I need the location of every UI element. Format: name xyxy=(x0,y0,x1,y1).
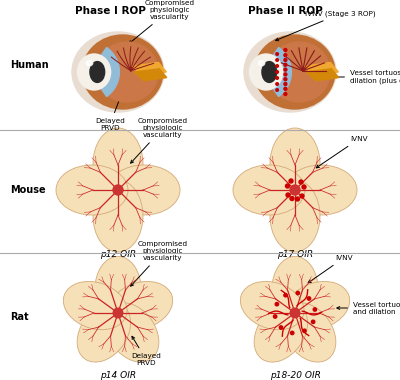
Text: Vessel tortuosity and
dilation (plus disease): Vessel tortuosity and dilation (plus dis… xyxy=(330,70,400,84)
Text: p12 OIR: p12 OIR xyxy=(100,250,136,259)
Text: Mouse: Mouse xyxy=(10,185,46,195)
Ellipse shape xyxy=(258,60,265,66)
Circle shape xyxy=(276,77,278,79)
Polygon shape xyxy=(306,69,339,81)
Ellipse shape xyxy=(77,303,131,362)
Ellipse shape xyxy=(86,60,93,66)
Wedge shape xyxy=(269,48,291,97)
Circle shape xyxy=(113,308,123,318)
Wedge shape xyxy=(97,48,119,97)
Circle shape xyxy=(286,184,290,188)
Text: IVNV: IVNV xyxy=(308,255,353,283)
Circle shape xyxy=(286,193,290,197)
Circle shape xyxy=(303,329,306,332)
Text: p17 OIR: p17 OIR xyxy=(277,250,313,259)
Text: Phase I ROP: Phase I ROP xyxy=(74,6,146,16)
Ellipse shape xyxy=(254,303,308,362)
Circle shape xyxy=(274,315,277,318)
Polygon shape xyxy=(134,69,167,81)
Ellipse shape xyxy=(93,128,143,200)
Text: Delayed
PRVD: Delayed PRVD xyxy=(131,336,161,366)
Ellipse shape xyxy=(108,165,180,215)
Circle shape xyxy=(284,63,287,66)
Polygon shape xyxy=(132,62,166,75)
Circle shape xyxy=(284,68,287,71)
Text: Phase II ROP: Phase II ROP xyxy=(248,6,322,16)
Circle shape xyxy=(284,54,287,57)
Circle shape xyxy=(300,194,304,198)
Circle shape xyxy=(290,185,300,195)
Text: Compromised
physiologic
vascularity: Compromised physiologic vascularity xyxy=(131,118,188,163)
Circle shape xyxy=(307,297,311,300)
Circle shape xyxy=(312,320,315,323)
Circle shape xyxy=(296,197,300,201)
Text: Delayed
PRVD: Delayed PRVD xyxy=(95,93,125,131)
Ellipse shape xyxy=(286,282,350,330)
Circle shape xyxy=(289,179,293,183)
Circle shape xyxy=(279,326,283,329)
Polygon shape xyxy=(304,62,338,75)
Ellipse shape xyxy=(105,303,159,362)
Ellipse shape xyxy=(250,54,283,90)
Circle shape xyxy=(276,65,278,67)
Ellipse shape xyxy=(95,256,141,321)
Ellipse shape xyxy=(268,42,330,102)
Circle shape xyxy=(276,53,278,55)
Circle shape xyxy=(284,59,287,62)
Circle shape xyxy=(276,83,278,85)
Ellipse shape xyxy=(282,303,336,362)
Ellipse shape xyxy=(96,42,158,102)
Circle shape xyxy=(284,73,287,76)
Ellipse shape xyxy=(240,282,304,330)
Text: p18-20 OIR: p18-20 OIR xyxy=(270,371,320,380)
Circle shape xyxy=(113,185,123,195)
Ellipse shape xyxy=(109,282,173,330)
Text: IVNV: IVNV xyxy=(316,136,368,168)
Text: Vessel tortuosity
and dilation: Vessel tortuosity and dilation xyxy=(337,301,400,315)
Circle shape xyxy=(284,92,287,95)
Circle shape xyxy=(276,71,278,73)
Ellipse shape xyxy=(270,128,320,200)
Ellipse shape xyxy=(244,32,336,112)
Circle shape xyxy=(284,82,287,86)
Circle shape xyxy=(276,59,278,61)
Circle shape xyxy=(299,180,303,184)
Circle shape xyxy=(290,196,294,201)
Text: Compromised
physiologic
vascularity: Compromised physiologic vascularity xyxy=(129,0,195,44)
Circle shape xyxy=(290,308,300,318)
Circle shape xyxy=(276,89,278,91)
Circle shape xyxy=(313,308,316,311)
Ellipse shape xyxy=(82,35,163,109)
Ellipse shape xyxy=(72,32,164,112)
Ellipse shape xyxy=(285,165,357,215)
Circle shape xyxy=(275,302,278,306)
Ellipse shape xyxy=(93,180,143,252)
Text: Human: Human xyxy=(10,60,49,70)
Circle shape xyxy=(284,87,287,90)
Text: Compromised
physiologic
vascularity: Compromised physiologic vascularity xyxy=(131,241,188,286)
Text: Rat: Rat xyxy=(10,312,29,322)
Circle shape xyxy=(284,49,287,51)
Ellipse shape xyxy=(78,54,111,90)
Ellipse shape xyxy=(56,165,128,215)
Text: p14 OIR: p14 OIR xyxy=(100,371,136,380)
Ellipse shape xyxy=(272,256,318,321)
Ellipse shape xyxy=(254,35,335,109)
Circle shape xyxy=(290,331,294,335)
Ellipse shape xyxy=(90,62,105,82)
Circle shape xyxy=(302,185,306,189)
Ellipse shape xyxy=(233,165,305,215)
Ellipse shape xyxy=(63,282,127,330)
Circle shape xyxy=(296,291,300,295)
Ellipse shape xyxy=(262,62,277,82)
Text: IVNV (Stage 3 ROP): IVNV (Stage 3 ROP) xyxy=(276,11,376,41)
Circle shape xyxy=(284,78,287,81)
Ellipse shape xyxy=(270,180,320,252)
Circle shape xyxy=(284,293,287,297)
